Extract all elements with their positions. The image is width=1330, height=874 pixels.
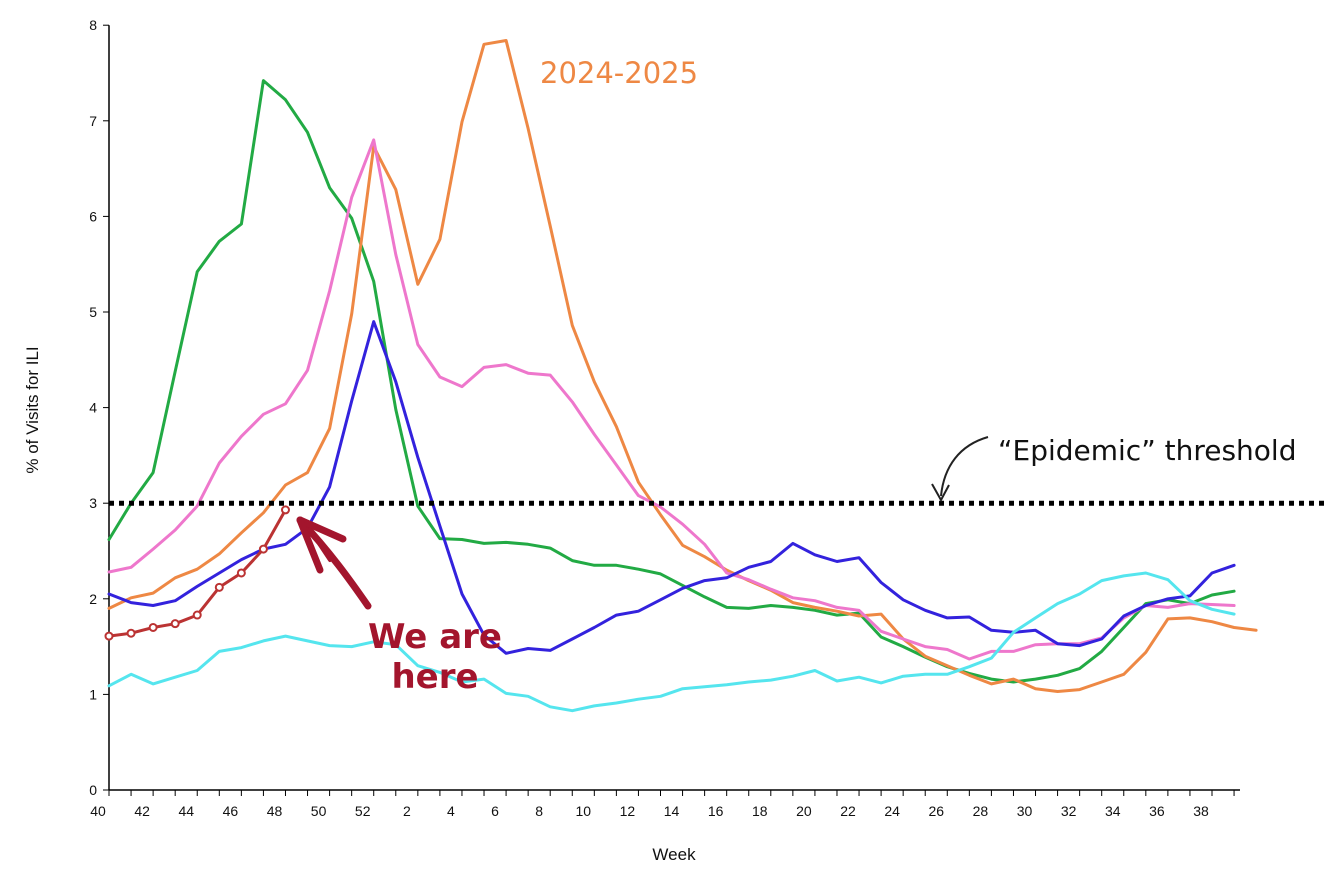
data-point <box>192 610 202 620</box>
x-tick-label: 4 <box>447 803 455 819</box>
data-point <box>148 622 158 632</box>
y-tick-label: 3 <box>89 495 97 511</box>
x-tick-label: 34 <box>1105 803 1121 819</box>
x-tick-label: 26 <box>928 803 944 819</box>
we-are-here-line1: We are <box>368 617 502 657</box>
x-tick-label: 18 <box>752 803 768 819</box>
series-label-2024-2025: 2024-2025 <box>540 56 698 90</box>
x-tick-label: 22 <box>840 803 856 819</box>
x-tick-label: 14 <box>664 803 680 819</box>
y-tick-label: 6 <box>89 208 97 224</box>
x-tick-label: 12 <box>620 803 636 819</box>
annotation-group: 2024-2025 “Epidemic” threshold We are he… <box>296 56 1296 697</box>
x-tick-label: 32 <box>1061 803 1077 819</box>
x-tick-label: 48 <box>267 803 283 819</box>
x-axis-title: Week <box>652 845 696 864</box>
series-line-0 <box>107 79 1236 684</box>
y-axis-title: % of Visits for ILI <box>23 346 42 473</box>
data-point <box>104 631 114 641</box>
x-tick-label: 52 <box>355 803 371 819</box>
threshold-label: “Epidemic” threshold <box>998 434 1296 467</box>
y-tick-label: 1 <box>89 686 97 702</box>
series-line-2 <box>107 138 1236 661</box>
y-tick-label: 5 <box>89 304 97 320</box>
x-tick-label: 44 <box>178 803 194 819</box>
x-tick-label: 40 <box>90 803 106 819</box>
y-tick-label: 4 <box>89 400 97 416</box>
x-tick-label: 38 <box>1193 803 1209 819</box>
x-tick-label: 6 <box>491 803 499 819</box>
y-tick-label: 0 <box>89 782 97 798</box>
threshold-arrow-icon <box>940 436 989 497</box>
x-tick-label: 42 <box>134 803 150 819</box>
series-lines <box>104 39 1258 713</box>
data-point <box>236 568 246 578</box>
we-are-here-line2: here <box>391 657 478 697</box>
series-line-1 <box>107 39 1258 693</box>
x-tick-label: 24 <box>884 803 900 819</box>
data-point <box>170 619 180 629</box>
x-tick-label: 30 <box>1017 803 1033 819</box>
x-tick-label: 16 <box>708 803 724 819</box>
threshold-arrowhead-icon <box>931 483 950 503</box>
data-point <box>214 582 224 592</box>
data-point <box>258 544 268 554</box>
x-tick-label: 10 <box>576 803 592 819</box>
x-tick-label: 50 <box>311 803 327 819</box>
x-tick-label: 2 <box>403 803 411 819</box>
series-line-4 <box>107 571 1236 713</box>
x-tick-label: 36 <box>1149 803 1165 819</box>
data-point <box>126 628 136 638</box>
series-line-3 <box>107 320 1236 655</box>
x-tick-label: 46 <box>223 803 239 819</box>
data-point <box>280 505 290 515</box>
we-are-here-arrow-icon <box>296 516 372 610</box>
y-tick-label: 2 <box>89 591 97 607</box>
x-tick-label: 20 <box>796 803 812 819</box>
y-tick-label: 8 <box>89 17 97 33</box>
x-tick-label: 8 <box>535 803 543 819</box>
x-tick-label: 28 <box>973 803 989 819</box>
y-tick-label: 7 <box>89 113 97 129</box>
